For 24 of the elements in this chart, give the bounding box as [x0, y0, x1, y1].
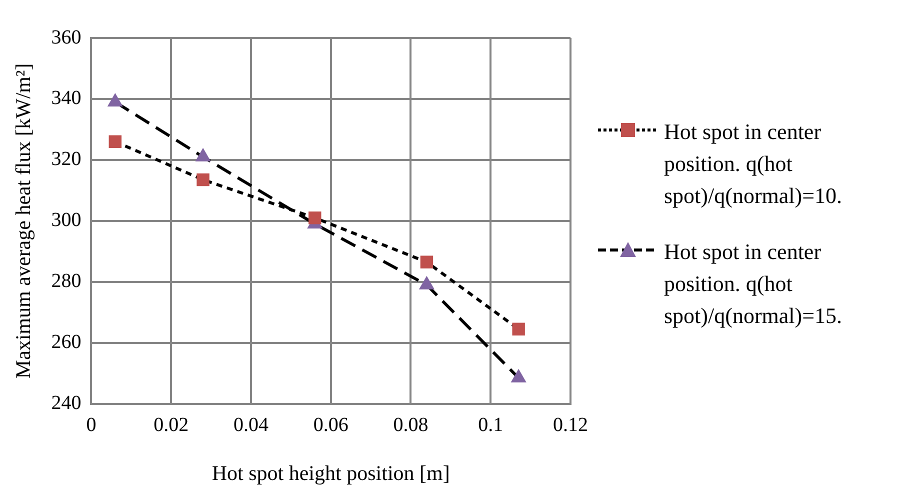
- y-tick-label: 260: [51, 331, 82, 354]
- point: [418, 276, 435, 290]
- point: [420, 256, 434, 268]
- x-tick-label: 0: [86, 414, 96, 436]
- y-tick-label: 240: [51, 392, 82, 414]
- legend-label: Hot spot in center position. q(hot spot)/q(normal)=10.: [664, 118, 843, 210]
- point: [108, 135, 122, 148]
- point: [196, 173, 210, 186]
- y-tick-label: 360: [51, 26, 82, 48]
- y-tick-label: 300: [51, 209, 82, 232]
- x-axis-title: Hot spot height position [m]: [212, 460, 450, 485]
- x-tick-label: 0.02: [154, 414, 189, 436]
- y-tick-label: 320: [51, 148, 82, 170]
- x-tick-label: 0.08: [393, 414, 428, 436]
- y-tick-label: 280: [51, 270, 82, 292]
- x-tick-label: 0.06: [313, 414, 348, 436]
- y-tick-label: 340: [51, 87, 82, 110]
- x-tick-label: 0.04: [233, 414, 268, 436]
- point: [308, 211, 322, 224]
- x-tick-label: 0.1: [478, 414, 504, 436]
- y-axis-title: Maximum average heat flux [kW/m²]: [11, 63, 36, 379]
- legend-label: Hot spot in center position. q(hot spot)/q(normal)=15.: [664, 238, 843, 330]
- x-tick-label: 0.12: [553, 414, 588, 436]
- point: [510, 368, 526, 382]
